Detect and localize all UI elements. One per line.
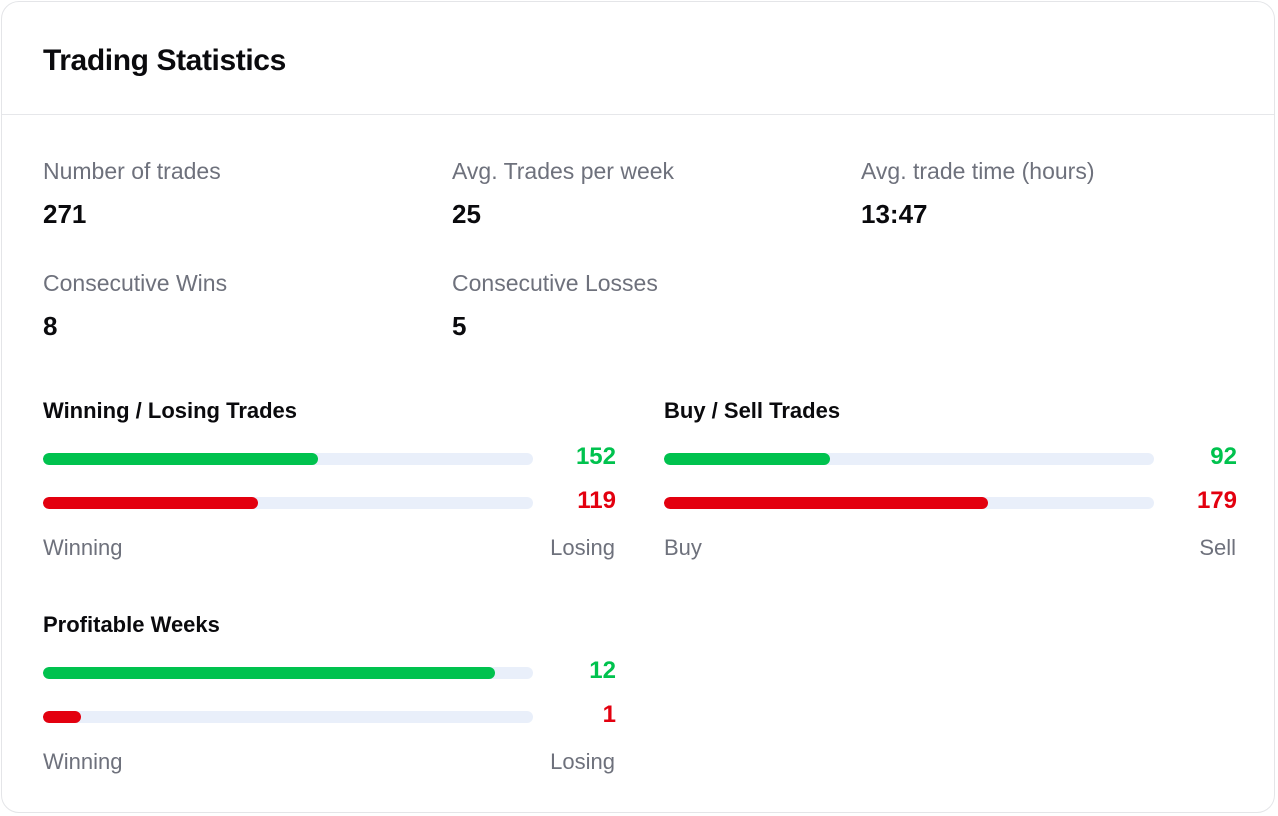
stat-label: Consecutive Losses: [452, 270, 658, 296]
stat-value: 271: [43, 199, 87, 229]
bar-track: [43, 453, 533, 465]
card-header: Trading Statistics: [2, 2, 1274, 115]
stat-avg-trade-time: Avg. trade time (hours) 13:47: [861, 157, 1095, 229]
losing-trades-value: 119: [577, 487, 616, 514]
stat-value: 8: [43, 311, 58, 341]
stat-label: Consecutive Wins: [43, 270, 228, 296]
stat-avg-trades-per-week: Avg. Trades per week 25: [452, 157, 674, 229]
stat-consecutive-wins: Consecutive Wins 8: [43, 269, 227, 341]
stat-label: Avg. Trades per week: [452, 158, 675, 184]
stat-label: Avg. trade time (hours): [861, 158, 1095, 184]
buy-trades-value: 92: [1210, 443, 1237, 470]
bar-track: [43, 497, 533, 509]
winning-trades-value: 152: [575, 443, 616, 470]
buy-label: Buy: [664, 535, 702, 560]
stat-value: 5: [452, 311, 467, 341]
bar-fill: [43, 711, 81, 723]
bar-fill: [43, 667, 496, 679]
stat-value: 13:47: [861, 199, 928, 229]
sell-trades-value: 179: [1196, 487, 1237, 514]
losing-weeks-label: Losing: [550, 749, 615, 774]
bar-fill: [664, 453, 831, 465]
bar-fill: [664, 497, 988, 509]
winning-weeks-value: 12: [589, 657, 616, 684]
stat-number-of-trades: Number of trades 271: [43, 157, 221, 229]
bar-track: [664, 453, 1154, 465]
winning-label: Winning: [43, 535, 123, 560]
bar-track: [664, 497, 1154, 509]
sell-label: Sell: [1199, 535, 1236, 560]
stat-consecutive-losses: Consecutive Losses 5: [452, 269, 658, 341]
losing-label: Losing: [550, 535, 615, 560]
winning-weeks-label: Winning: [43, 749, 123, 774]
losing-weeks-value: 1: [602, 701, 616, 728]
bar-fill: [43, 497, 259, 509]
profitable-weeks-title: Profitable Weeks: [43, 612, 220, 637]
bar-track: [43, 667, 533, 679]
bar-fill: [43, 453, 318, 465]
buy-sell-title: Buy / Sell Trades: [664, 398, 841, 423]
stat-label: Number of trades: [43, 158, 221, 184]
bar-track: [43, 711, 533, 723]
card-title: Trading Statistics: [43, 44, 286, 77]
winning-losing-title: Winning / Losing Trades: [43, 398, 298, 423]
stat-value: 25: [452, 199, 481, 229]
